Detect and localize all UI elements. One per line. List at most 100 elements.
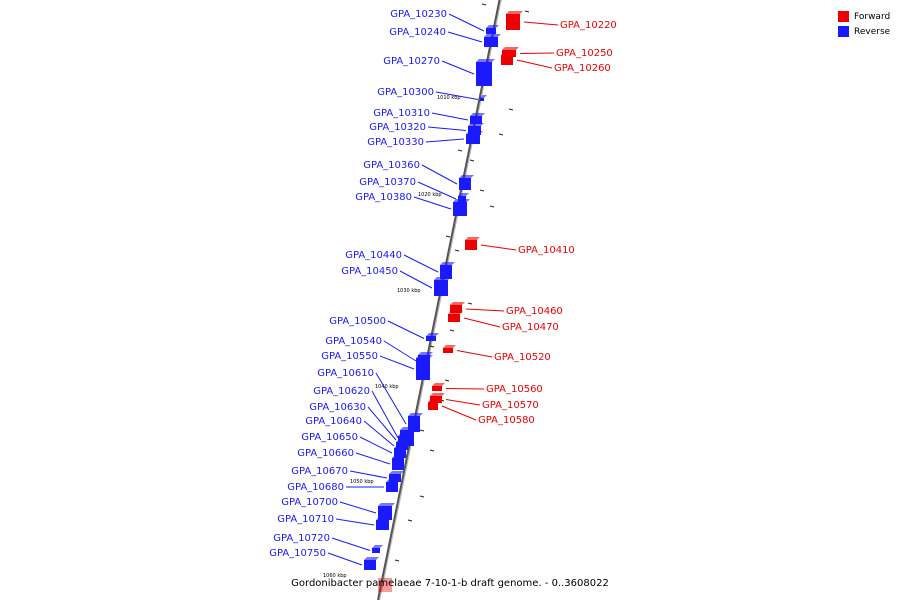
gene-gpa-10270[interactable] [476, 59, 495, 86]
gene-gpa-10300[interactable] [480, 95, 487, 101]
gene-block [440, 265, 452, 279]
gene-block-faded [378, 578, 392, 592]
scale-label: 1060 kbp [323, 573, 347, 579]
tick-mark [429, 345, 435, 348]
gene-label: GPA_10380 [355, 192, 412, 203]
gene-block [470, 116, 482, 124]
gene-gpa-10330[interactable] [466, 131, 483, 144]
gene-block-top [484, 34, 501, 37]
genome-caption: Gordonibacter pamelaeae 7-10-1-b draft g… [291, 578, 609, 589]
gene-gpa-10680[interactable] [386, 479, 401, 492]
gene-leader-line [523, 21, 559, 26]
gene-block-top [506, 11, 523, 14]
gene-label: GPA_10450 [341, 266, 398, 277]
gene-block-top [394, 445, 409, 448]
tick-mark [419, 429, 425, 432]
gene-gpa-10720[interactable] [372, 545, 383, 553]
gene-block [378, 506, 392, 520]
gene-leader-line [379, 355, 415, 370]
gene-gpa-10550[interactable] [416, 355, 433, 380]
gene-block [364, 560, 376, 570]
gene-gpa-10410[interactable] [465, 237, 480, 250]
gene-gpa-10500[interactable] [426, 333, 439, 341]
gene-gpa-10240[interactable] [484, 34, 501, 47]
gene-leader-line [448, 13, 485, 32]
gene-gpa-10230[interactable] [486, 25, 499, 34]
gene-label: GPA_10500 [329, 316, 386, 327]
gene-gpa-10440[interactable] [440, 262, 455, 279]
gene-leader-line [480, 244, 517, 251]
tick-mark [445, 235, 451, 238]
gene-leader-line [339, 501, 377, 514]
gene-leader-line [519, 52, 555, 54]
gene-label: GPA_10570 [482, 400, 539, 411]
gene-leader-line [463, 317, 501, 328]
gene-label: GPA_10470 [502, 322, 559, 333]
gene-block-top [416, 355, 433, 358]
gene-block-top [418, 352, 433, 355]
gene-label: GPA_10620 [313, 386, 370, 397]
forward-swatch [838, 11, 849, 22]
gene-leader-line [516, 59, 553, 69]
gene-label: GPA_10270 [383, 56, 440, 67]
gene-gpa-10670[interactable] [389, 471, 404, 482]
gene-gpa-10560[interactable] [432, 383, 445, 391]
tick-mark [524, 10, 530, 13]
gene-block [466, 134, 480, 144]
gene-block-top [408, 413, 423, 416]
gene-block-top [426, 333, 439, 336]
gene-block-top [453, 199, 470, 202]
gene-leader-line [335, 518, 375, 526]
gene-leader-line [383, 340, 417, 362]
legend-label-reverse: Reverse [854, 26, 891, 37]
gene-label: GPA_10250 [556, 48, 613, 59]
gene-label: GPA_10550 [321, 351, 378, 362]
gene-block-top [378, 503, 395, 506]
gene-block-top [468, 123, 484, 126]
gene-gpa-10360[interactable] [459, 175, 474, 190]
gene-gpa-10460[interactable] [450, 302, 465, 313]
gene-block [372, 548, 380, 553]
gene-gpa-10710[interactable] [376, 517, 392, 530]
gene-label: GPA_10310 [373, 108, 430, 119]
gene-label: GPA_10460 [506, 306, 563, 317]
gene-gpa-10310[interactable] [470, 113, 485, 124]
gene-block-top [398, 433, 413, 436]
gene-leader-line [367, 406, 397, 441]
gene-gpa-10660[interactable] [392, 455, 407, 470]
gene-gpa-10320[interactable] [468, 123, 484, 135]
gene-label: GPA_10580 [478, 415, 535, 426]
gene-gpa-10700[interactable] [378, 503, 395, 520]
gene-leader-line [447, 31, 483, 43]
gene-gpa-10520[interactable] [443, 345, 456, 353]
gene-block [448, 314, 460, 322]
gene-gpa-10220[interactable] [506, 11, 523, 30]
tick-mark [469, 159, 475, 162]
gene-leader-line [431, 112, 469, 121]
gene-gpa-10750[interactable] [364, 557, 379, 570]
gene-block-top [443, 345, 456, 348]
gene-label: GPA_10370 [359, 177, 416, 188]
gene-block [394, 448, 406, 458]
gene-label: GPA_10260 [554, 63, 611, 74]
gene-gpa-10380[interactable] [453, 199, 470, 216]
gene-gpa-10450[interactable] [434, 277, 451, 296]
legend: Forward Reverse [838, 9, 890, 39]
gene-leader-line [441, 60, 475, 75]
gene-block-top [502, 47, 519, 50]
gene-label: GPA_10540 [325, 336, 382, 347]
scale-label: 1040 kbp [375, 384, 399, 390]
gene-leader-line [403, 254, 439, 273]
gene-leader-line [355, 452, 391, 465]
gene-leader-line [421, 164, 458, 185]
tick-mark [449, 329, 455, 332]
tick-mark [407, 519, 413, 522]
gene-gpa-10260[interactable] [501, 52, 516, 65]
gene-gpa-10470[interactable] [448, 311, 463, 322]
gene-gpa-10580[interactable] [428, 399, 441, 410]
gene-block-top [450, 302, 465, 305]
gene-leader-line [445, 399, 481, 406]
gene-gpa-10650[interactable] [394, 445, 409, 458]
gene-label: GPA_10320 [369, 122, 426, 133]
gene-label: GPA_10240 [389, 27, 446, 38]
